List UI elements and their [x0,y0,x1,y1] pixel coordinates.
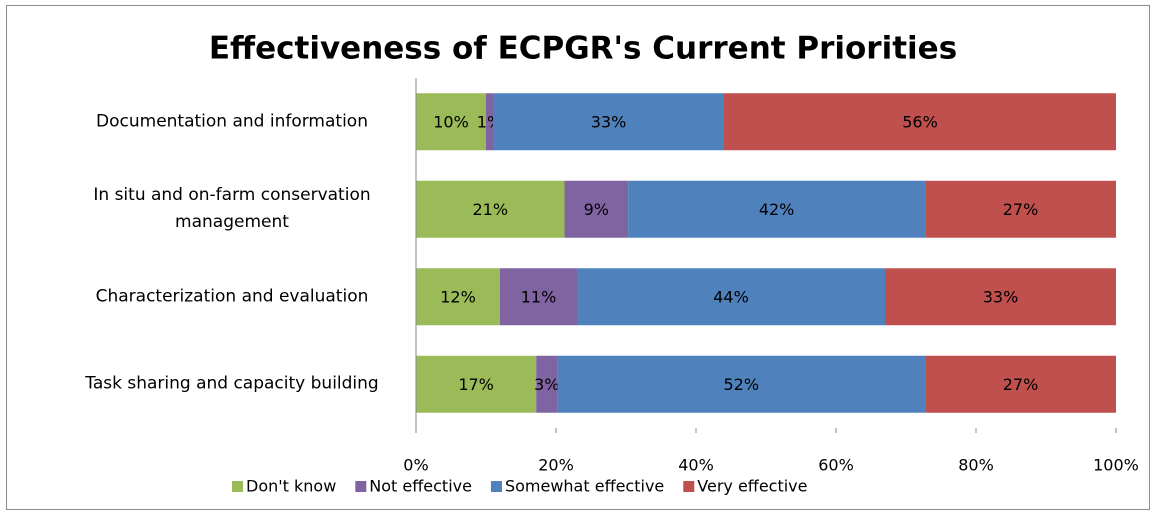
value-label: 42% [759,200,795,219]
value-label: 27% [1003,375,1039,394]
bar-segment [416,355,537,413]
bar-segment [536,355,558,413]
bar-segment [925,355,1116,413]
value-label: 52% [723,375,759,394]
chart-border [6,5,1150,510]
bar-segment [416,268,500,326]
bar-segment [925,180,1116,238]
bar-segment [416,93,486,151]
x-tick-label: 40% [678,456,714,475]
legend-label: Don't know [246,477,336,496]
bar-segment [486,93,493,151]
category-label: In situ and on-farm conservation managem… [93,185,371,233]
bar-segment [557,355,926,413]
bar-segment [500,268,577,326]
category-label: Documentation and information [96,111,368,132]
value-label: 11% [521,287,557,306]
value-label: 56% [902,112,938,131]
category-label: Characterization and evaluation [95,286,369,307]
x-tick-label: 20% [538,456,574,475]
bar-segment [724,93,1116,151]
value-label: 27% [1003,200,1039,219]
value-label: 9% [584,200,609,219]
value-label: 12% [440,287,476,306]
bar-segment [564,180,629,238]
chart-title: Effectiveness of ECPGR's Current Priorit… [209,31,957,67]
x-tick-label: 80% [958,456,994,475]
value-label: 44% [713,287,749,306]
legend-swatch [683,481,695,492]
bar-segment [493,93,724,151]
x-tick-label: 60% [818,456,854,475]
bar-segment [885,268,1116,326]
category-label: Task sharing and capacity building [85,373,379,394]
value-label: 10% [433,112,469,131]
value-label: 33% [591,112,627,131]
x-tick-label: 100% [1093,456,1139,475]
legend-swatch [232,481,243,492]
value-label: 3% [534,375,559,394]
legend-label: Very effective [697,477,807,496]
legend-swatch [490,481,502,492]
legend-label: Somewhat effective [505,477,664,496]
legend-label: Not effective [369,477,472,496]
bar-segment [416,180,565,238]
bar-segment [577,268,885,326]
bar-segment [628,180,926,238]
value-label: 21% [472,200,508,219]
legend-swatch [355,481,367,492]
x-tick-label: 0% [403,456,428,475]
value-label: 33% [983,287,1019,306]
value-label: 17% [458,375,494,394]
